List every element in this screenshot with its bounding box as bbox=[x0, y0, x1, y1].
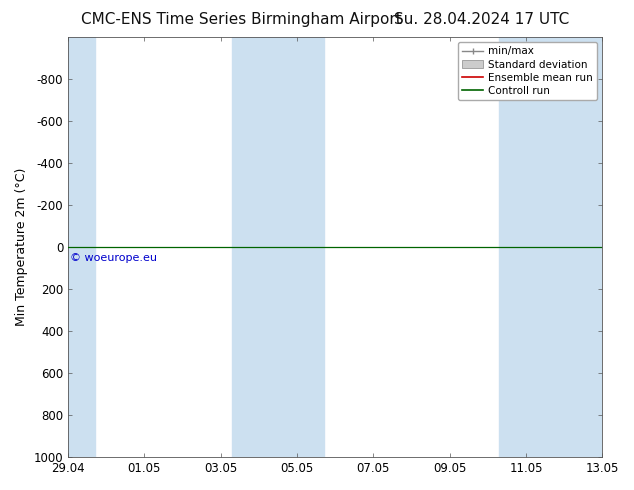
Text: © woeurope.eu: © woeurope.eu bbox=[70, 253, 157, 264]
Bar bbox=[499, 37, 602, 457]
Bar bbox=[68, 37, 94, 457]
Bar bbox=[232, 37, 324, 457]
Legend: min/max, Standard deviation, Ensemble mean run, Controll run: min/max, Standard deviation, Ensemble me… bbox=[458, 42, 597, 100]
Y-axis label: Min Temperature 2m (°C): Min Temperature 2m (°C) bbox=[15, 168, 28, 326]
Text: Su. 28.04.2024 17 UTC: Su. 28.04.2024 17 UTC bbox=[394, 12, 569, 27]
Text: CMC-ENS Time Series Birmingham Airport: CMC-ENS Time Series Birmingham Airport bbox=[81, 12, 401, 27]
